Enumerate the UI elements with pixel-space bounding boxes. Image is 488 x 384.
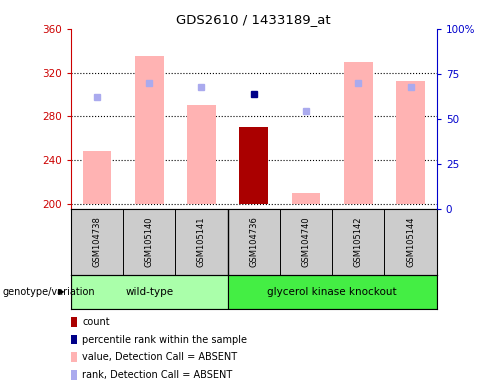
Text: GSM105144: GSM105144: [406, 217, 415, 267]
Bar: [344, 61, 373, 204]
Text: percentile rank within the sample: percentile rank within the sample: [82, 334, 247, 344]
Bar: [71, 370, 77, 380]
Text: glycerol kinase knockout: glycerol kinase knockout: [267, 287, 397, 297]
Bar: [240, 127, 268, 204]
Bar: [82, 151, 111, 204]
Bar: [227, 275, 437, 309]
Bar: [71, 317, 77, 327]
Text: count: count: [82, 317, 110, 327]
Text: GSM105140: GSM105140: [144, 217, 154, 267]
Text: GSM104736: GSM104736: [249, 217, 258, 267]
Text: GSM105142: GSM105142: [354, 217, 363, 267]
Bar: [292, 193, 321, 204]
Text: genotype/variation: genotype/variation: [2, 287, 95, 297]
Text: value, Detection Call = ABSENT: value, Detection Call = ABSENT: [82, 353, 238, 362]
Text: wild-type: wild-type: [125, 287, 173, 297]
Bar: [187, 105, 216, 204]
Text: GSM104738: GSM104738: [92, 217, 102, 267]
Bar: [71, 275, 227, 309]
Bar: [135, 56, 163, 204]
Bar: [71, 353, 77, 362]
Title: GDS2610 / 1433189_at: GDS2610 / 1433189_at: [177, 13, 331, 26]
Bar: [71, 335, 77, 344]
Text: GSM104740: GSM104740: [302, 217, 310, 267]
Text: rank, Detection Call = ABSENT: rank, Detection Call = ABSENT: [82, 370, 233, 380]
Bar: [240, 127, 268, 204]
Text: GSM105141: GSM105141: [197, 217, 206, 267]
Bar: [396, 81, 425, 204]
